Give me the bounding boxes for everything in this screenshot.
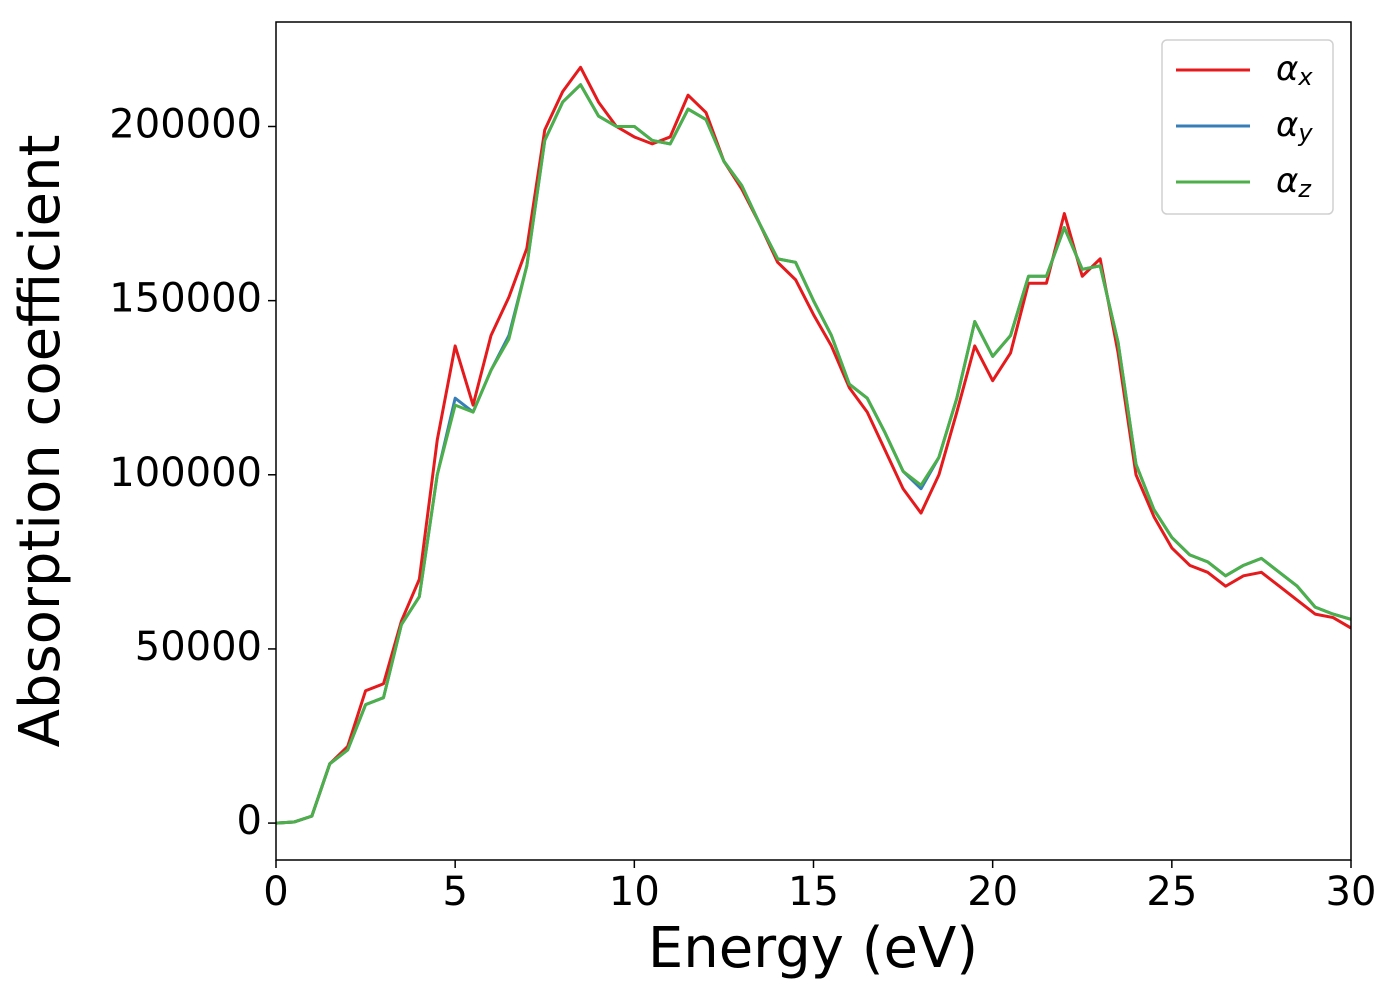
y-tick-label: 0 <box>237 798 262 844</box>
x-axis-label: Energy (eV) <box>648 916 978 981</box>
legend-label: αx <box>1276 49 1313 92</box>
data-line <box>276 83 1351 825</box>
y-tick-label: 150000 <box>109 276 262 322</box>
y-axis-label: Absorption coefficient <box>8 135 73 748</box>
x-tick-label: 15 <box>788 869 839 915</box>
legend-label: αy <box>1276 105 1313 148</box>
x-tick-label: 5 <box>442 869 467 915</box>
x-tick-label: 10 <box>609 869 660 915</box>
x-tick-label: 0 <box>263 869 288 915</box>
x-tick-label: 30 <box>1326 869 1377 915</box>
legend-label: αz <box>1276 161 1312 204</box>
plot-frame <box>275 21 1352 861</box>
x-tick-label: 20 <box>967 869 1018 915</box>
data-line <box>276 65 1351 825</box>
y-tick-label: 200000 <box>109 101 262 147</box>
y-tick-label: 50000 <box>135 624 262 670</box>
y-tick-label: 100000 <box>109 450 262 496</box>
x-tick-label: 25 <box>1146 869 1197 915</box>
